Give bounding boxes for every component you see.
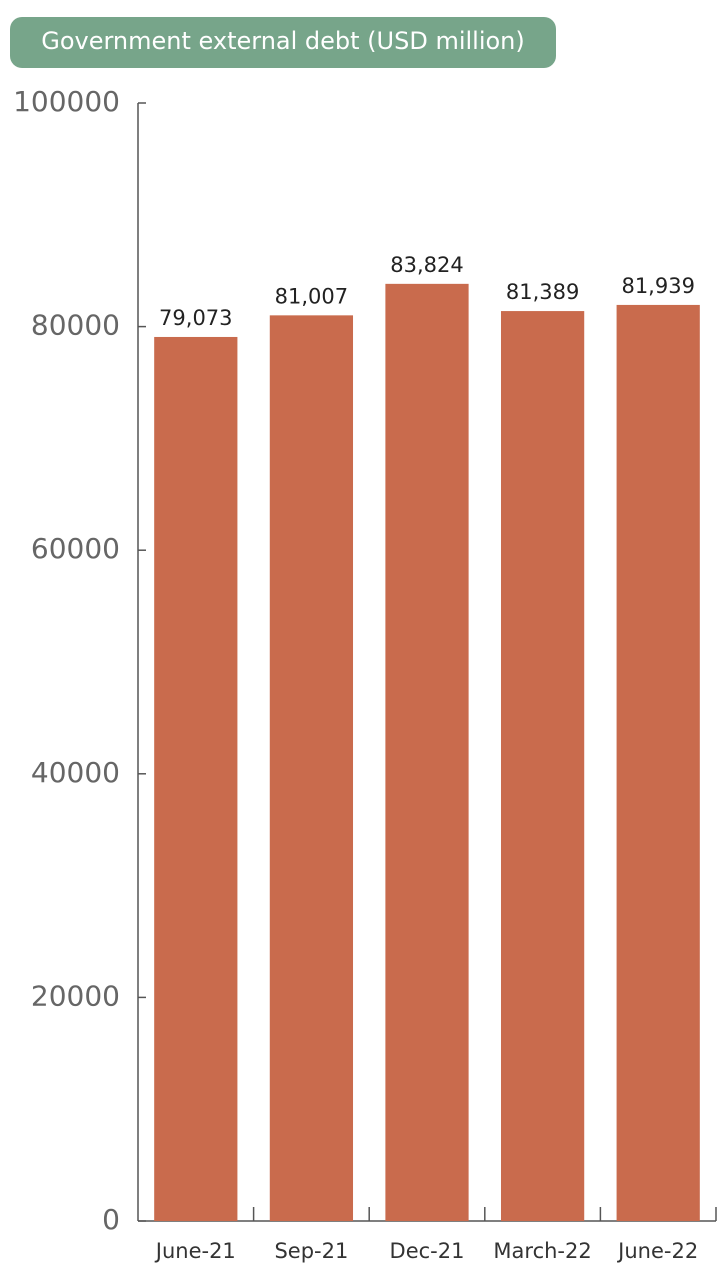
bar — [500, 311, 585, 1221]
x-tick-label: Sep-21 — [274, 1239, 348, 1263]
x-tick-label: Dec-21 — [390, 1239, 465, 1263]
data-label: 83,824 — [390, 253, 463, 277]
bar — [154, 336, 238, 1221]
data-label: 79,073 — [159, 306, 232, 330]
x-tick-label: June-22 — [616, 1239, 698, 1263]
data-label: 81,389 — [506, 280, 579, 304]
bar — [385, 283, 469, 1222]
y-tick-label: 20000 — [31, 979, 120, 1012]
data-label: 81,007 — [275, 284, 348, 308]
y-tick-label: 100000 — [13, 85, 120, 118]
x-tick-label: March-22 — [493, 1239, 591, 1263]
title-background — [10, 17, 556, 68]
x-tick-label: June-21 — [154, 1239, 236, 1263]
y-tick-label: 80000 — [31, 309, 120, 342]
data-label: 81,939 — [621, 274, 694, 298]
bar — [269, 315, 354, 1221]
bar — [616, 304, 700, 1221]
y-tick-label: 0 — [102, 1203, 120, 1236]
y-tick-label: 40000 — [31, 756, 120, 789]
chart-title: Government external debt (USD million) — [41, 27, 525, 55]
y-tick-label: 60000 — [31, 532, 120, 565]
